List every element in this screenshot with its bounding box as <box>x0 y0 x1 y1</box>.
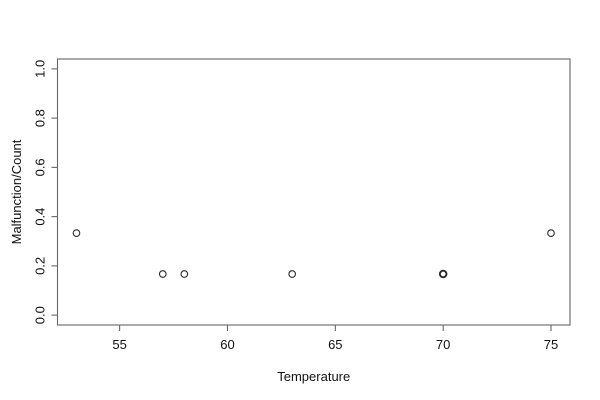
data-point <box>180 270 189 278</box>
data-point <box>158 270 167 278</box>
data-point <box>438 269 448 279</box>
x-tick-label: 75 <box>544 337 558 352</box>
x-tick-label: 55 <box>112 337 126 352</box>
y-tick-label: 0.4 <box>33 208 48 226</box>
y-axis-title: Malfunction/Count <box>9 139 24 244</box>
y-tick-label: 0.0 <box>33 306 48 324</box>
plot-box <box>56 58 571 326</box>
x-tick-label: 70 <box>436 337 450 352</box>
y-tick-label: 0.6 <box>33 158 48 176</box>
y-tick-label: 0.2 <box>33 257 48 275</box>
data-point <box>288 270 297 278</box>
y-tick-label: 1.0 <box>33 60 48 78</box>
y-tick-label: 0.8 <box>33 109 48 127</box>
x-tick-label: 65 <box>328 337 342 352</box>
x-axis-title: Temperature <box>277 369 350 384</box>
data-point <box>72 229 81 237</box>
x-tick-label: 60 <box>220 337 234 352</box>
data-point <box>547 229 555 237</box>
